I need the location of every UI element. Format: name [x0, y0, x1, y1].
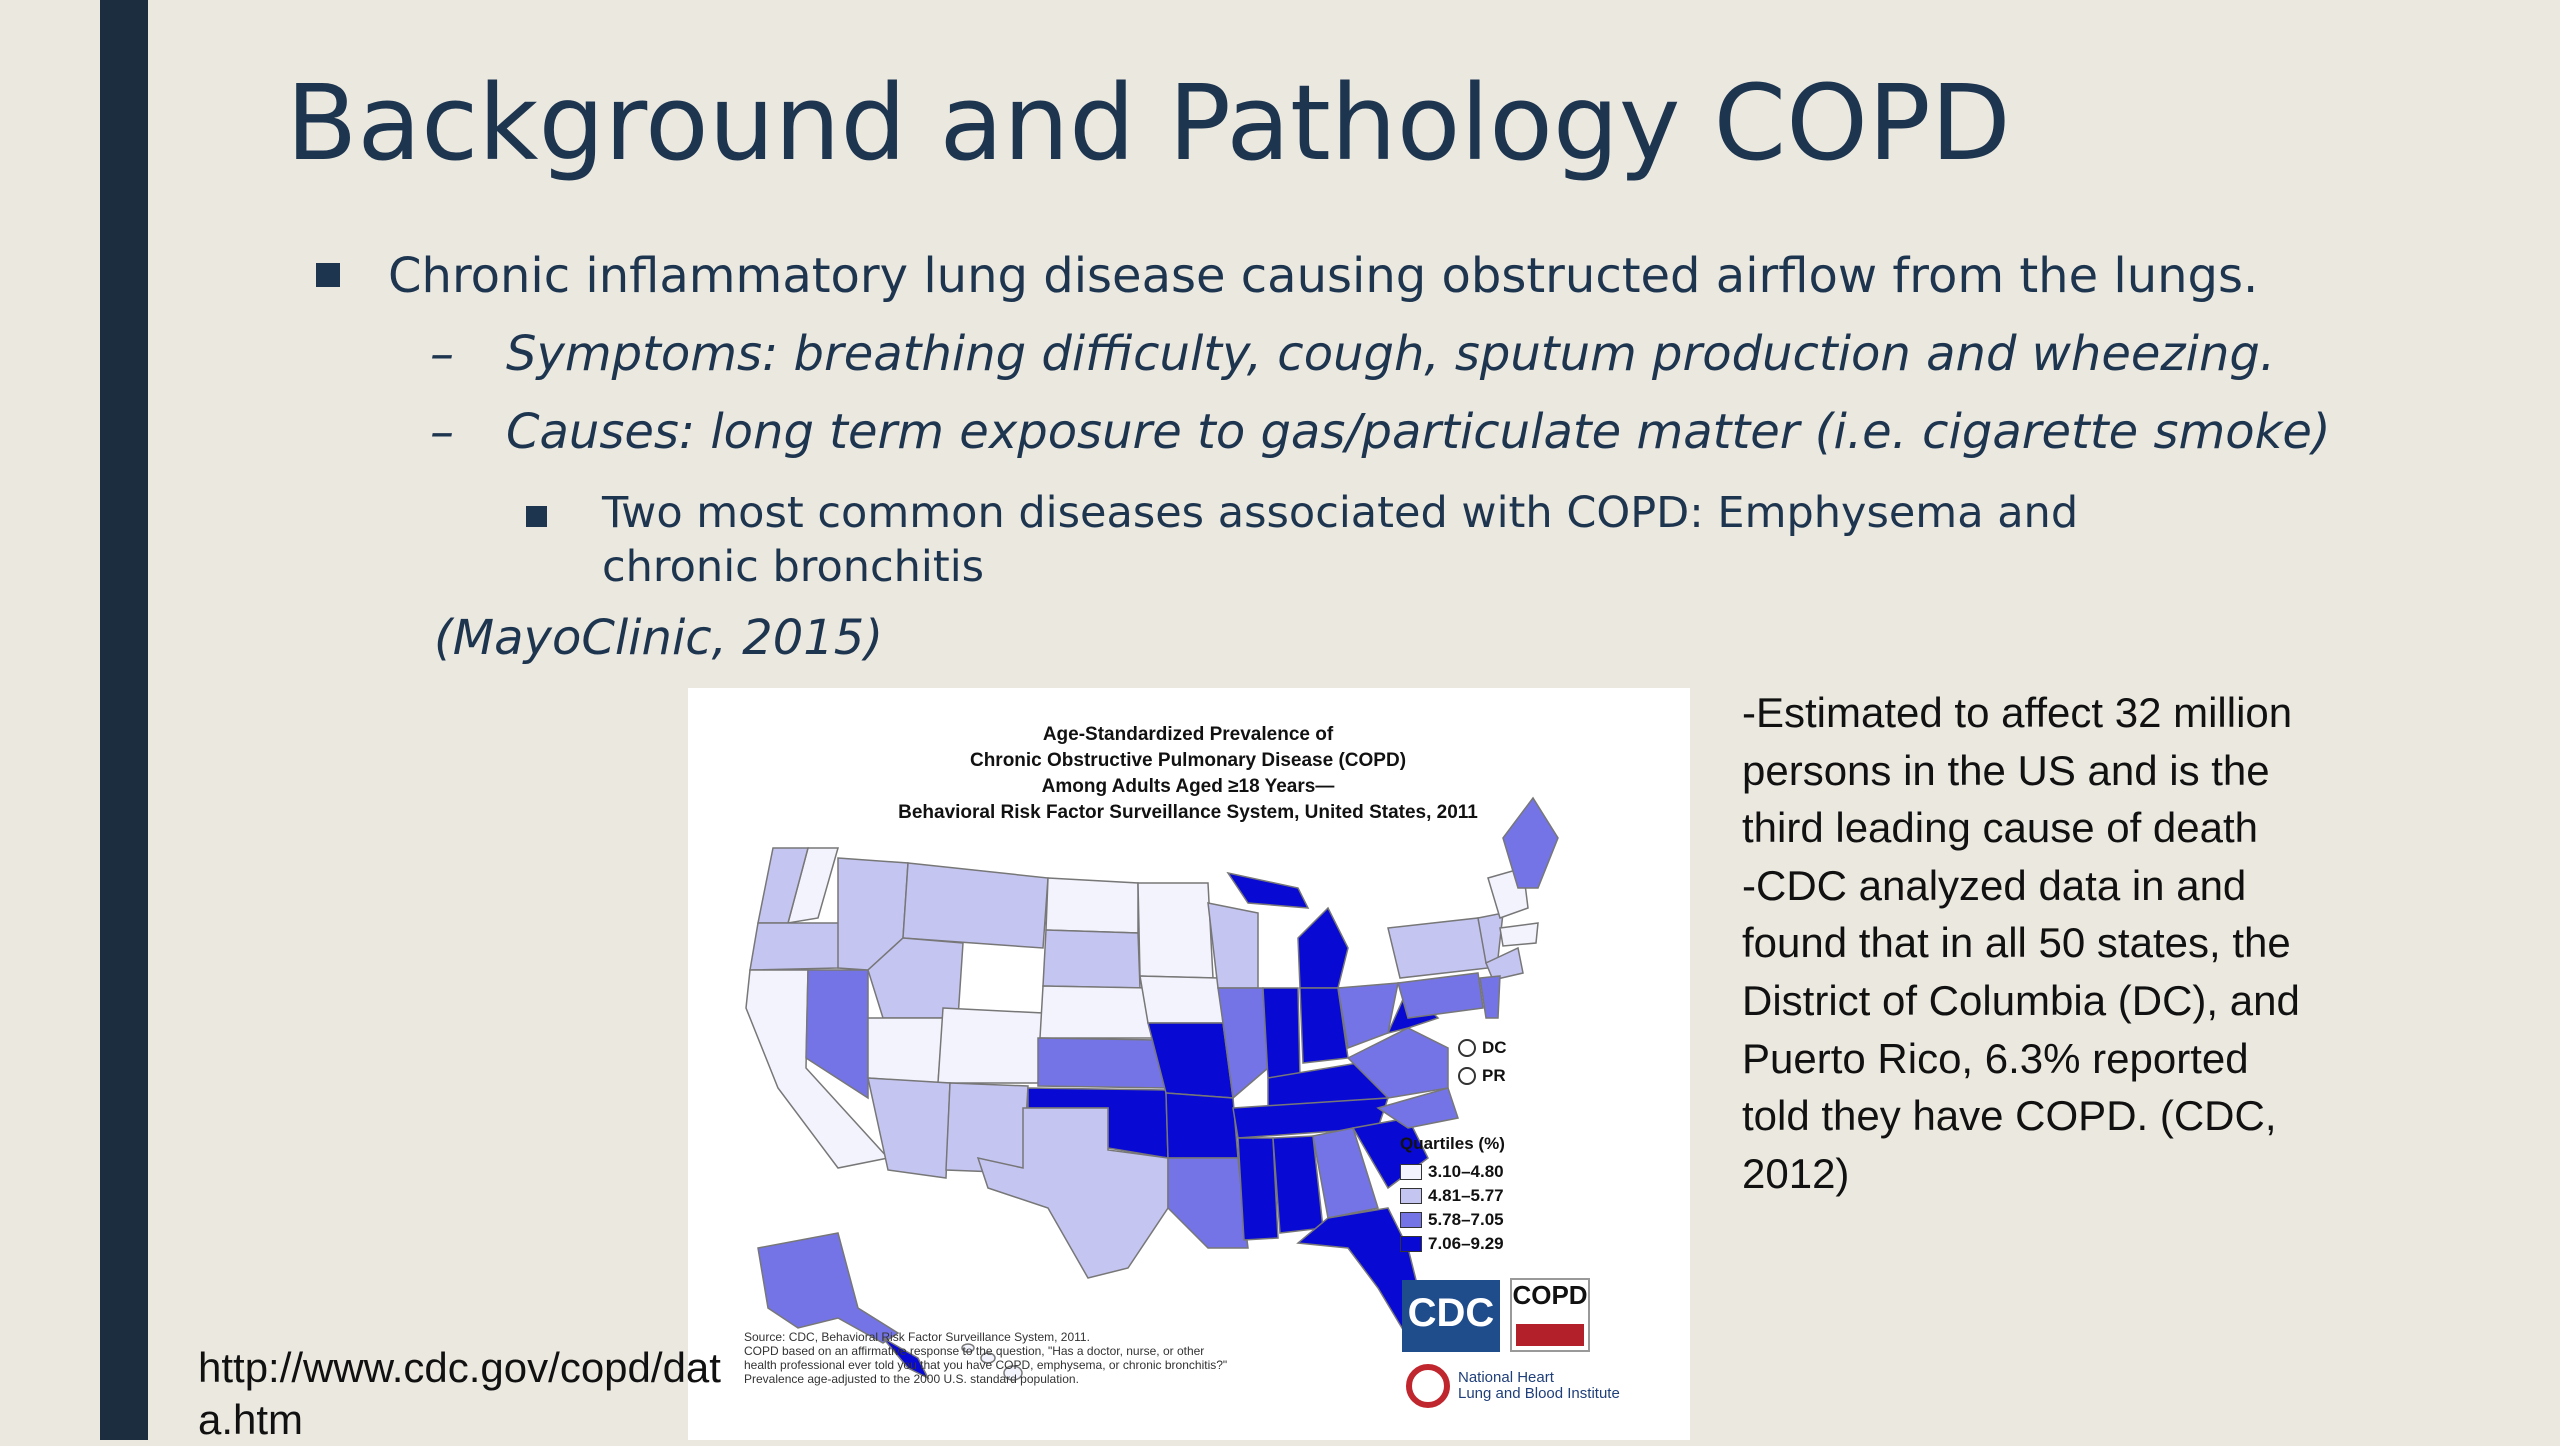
legend-item: 7.06–9.29 — [1400, 1232, 1505, 1256]
source-line: COPD based on an affirmative response to… — [744, 1344, 1205, 1358]
legend-item: 3.10–4.80 — [1400, 1160, 1505, 1184]
source-link[interactable]: http://www.cdc.gov/copd/data.htm — [198, 1344, 721, 1443]
territory-label: PR — [1482, 1066, 1506, 1085]
square-bullet-icon — [526, 506, 547, 527]
legend-swatch — [1400, 1236, 1422, 1252]
slide-side-bar — [100, 0, 148, 1440]
source-line: health professional ever told you that y… — [744, 1358, 1228, 1372]
circle-icon — [1458, 1067, 1476, 1085]
square-bullet-icon — [316, 263, 340, 287]
map-source-note: Source: CDC, Behavioral Risk Factor Surv… — [744, 1330, 1404, 1386]
bullet-diseases: Two most common diseases associated with… — [526, 486, 2226, 594]
legend-item: 4.81–5.77 — [1400, 1184, 1505, 1208]
legend-label: 5.78–7.05 — [1428, 1210, 1504, 1229]
legend-label: 3.10–4.80 — [1428, 1162, 1504, 1181]
map-title-line: Behavioral Risk Factor Surveillance Syst… — [898, 802, 1478, 823]
legend-swatch — [1400, 1212, 1422, 1228]
bullet-diseases-text: Two most common diseases associated with… — [602, 488, 2079, 592]
bullet-main: Chronic inflammatory lung disease causin… — [316, 248, 2258, 304]
bullet-causes: – Causes: long term exposure to gas/parti… — [430, 404, 2331, 460]
bullet-main-text: Chronic inflammatory lung disease causin… — [388, 248, 2259, 304]
copd-logo: COPD — [1510, 1278, 1590, 1352]
legend-label: 4.81–5.77 — [1428, 1186, 1504, 1205]
circle-icon — [1458, 1039, 1476, 1057]
territory-label: DC — [1482, 1038, 1507, 1057]
stats-text: -Estimated to affect 32 million persons … — [1742, 684, 2302, 1202]
legend-title: Quartiles (%) — [1400, 1134, 1505, 1153]
map-title-line: Age-Standardized Prevalence of — [1042, 724, 1334, 745]
territory-pr: PR — [1458, 1066, 1506, 1086]
us-map-graphic — [745, 796, 1559, 1381]
legend-swatch — [1400, 1164, 1422, 1180]
territory-dc: DC — [1458, 1038, 1507, 1058]
bullet-symptoms-text: Symptoms: breathing difficulty, cough, s… — [506, 326, 2276, 382]
slide-title: Background and Pathology COPD — [286, 62, 2011, 184]
nhlbi-line: National Heart — [1458, 1369, 1554, 1386]
copd-prevalence-map: Age-Standardized Prevalence of Chronic O… — [688, 688, 1690, 1440]
stats-paragraph: -CDC analyzed data in and found that in … — [1742, 861, 2300, 1197]
nhlbi-logo: National Heart Lung and Blood Institute — [1406, 1364, 1620, 1408]
citation: (MayoClinic, 2015) — [434, 610, 884, 666]
nhlbi-mark-icon — [1406, 1364, 1450, 1408]
legend-label: 7.06–9.29 — [1428, 1234, 1504, 1253]
nhlbi-line: Lung and Blood Institute — [1458, 1385, 1620, 1402]
map-title-line: Among Adults Aged ≥18 Years— — [1041, 776, 1335, 797]
copd-logo-text: COPD — [1512, 1280, 1588, 1310]
legend-swatch — [1400, 1188, 1422, 1204]
bullet-causes-text: Causes: long term exposure to gas/partic… — [506, 404, 2331, 460]
source-line: Source: CDC, Behavioral Risk Factor Surv… — [744, 1330, 1090, 1344]
dash-bullet-icon: – — [430, 404, 454, 460]
legend-item: 5.78–7.05 — [1400, 1208, 1505, 1232]
bullet-symptoms: – Symptoms: breathing difficulty, cough, … — [430, 326, 2275, 382]
map-title: Age-Standardized Prevalence of Chronic O… — [898, 722, 1478, 826]
dash-bullet-icon: – — [430, 326, 454, 382]
map-legend: Quartiles (%) 3.10–4.80 4.81–5.77 5.78–7… — [1400, 1134, 1505, 1256]
source-line: Prevalence age-adjusted to the 2000 U.S.… — [744, 1372, 1079, 1386]
stats-paragraph: -Estimated to affect 32 million persons … — [1742, 689, 2293, 852]
cdc-logo: CDC — [1402, 1280, 1500, 1352]
map-title-line: Chronic Obstructive Pulmonary Disease (C… — [969, 750, 1407, 771]
copd-logo-band — [1516, 1324, 1584, 1346]
